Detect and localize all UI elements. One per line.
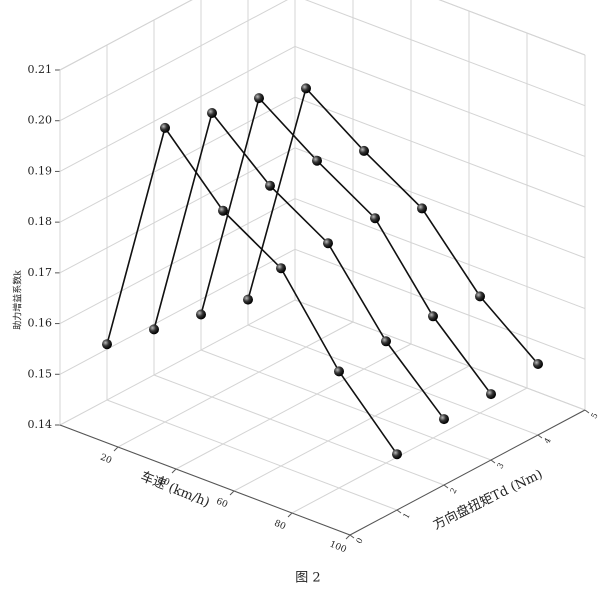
caption: 图 2 [295,571,320,586]
point [218,205,228,216]
tick-mark [584,409,590,414]
grid-line [294,248,586,360]
point [301,83,311,94]
point [428,311,438,322]
series-line [153,111,445,420]
tick-mark [171,468,177,474]
z-axis-label: 助力增益系数k [12,270,24,330]
point [417,203,427,214]
grid-line [153,374,445,486]
z-tick-label: 0.14 [28,418,53,431]
z-tick-label: 0.16 [28,317,53,330]
series-line [106,125,398,455]
point [160,122,170,133]
point [196,309,206,320]
point [359,145,369,156]
point [533,359,543,369]
tick-mark [537,434,543,439]
y-tick-label: 0 [354,536,364,545]
grid-line [438,0,586,56]
z-tick-label: 0.18 [28,215,53,228]
tick-mark [229,490,235,496]
grid-line [294,45,586,157]
x-tick-label: 80 [273,519,288,533]
point [475,291,485,302]
series-line [247,86,539,365]
grid-line [59,96,296,223]
grid-line [304,0,586,107]
point [392,449,402,460]
grid-line [59,198,296,325]
axis-line [349,409,586,536]
x-axis-label: 车速 (km/h) [138,468,212,510]
grid-line [59,248,296,375]
y-tick-label: 3 [495,461,505,470]
z-tick-label: 0.21 [28,63,53,76]
grid-line [294,198,586,310]
point [265,180,275,191]
tick-mark [345,534,351,540]
axis-line [438,0,586,56]
point [312,155,322,166]
grid-line [106,399,398,511]
y-axis-label: 方向盘扭矩Td (Nm) [430,466,545,533]
point [149,324,159,335]
point [370,213,380,224]
grid [55,0,590,540]
z-tick-label: 0.20 [28,114,53,127]
grid-line [59,45,296,172]
tick-mark [490,459,496,464]
grid-line [200,349,492,461]
tick-mark [287,512,293,518]
grid-line [233,365,470,492]
y-tick-label: 2 [448,486,458,495]
z-tick-label: 0.19 [28,164,53,177]
grid-line [247,324,539,436]
grid-line [117,321,354,448]
point [486,389,496,400]
grid-line [59,0,289,122]
y-tick-label: 5 [589,411,599,420]
x-tick-label: 40 [157,475,172,489]
axis-line [59,0,193,71]
y-tick-label: 4 [542,436,552,445]
z-tick-label: 0.15 [28,367,53,380]
tick-mark [349,534,355,539]
grid-line [291,387,528,514]
grid-line [294,147,586,259]
point [381,336,391,347]
point [254,93,264,104]
tick-mark [443,484,449,489]
x-tick-label: 100 [328,540,348,556]
axis-line [59,424,351,536]
point [323,238,333,249]
x-tick-label: 20 [99,453,114,467]
point [439,414,449,425]
grid-line [59,299,296,426]
series-line [200,96,492,395]
tick-mark [113,446,119,452]
z-tick-label: 0.17 [28,266,53,279]
tick-mark [396,509,402,514]
grid-line [294,299,586,411]
point [276,263,286,274]
grid-line [175,343,412,470]
grid-line [294,96,586,208]
y-tick-label: 1 [401,511,411,520]
point [243,294,253,305]
point [102,339,112,350]
point [207,108,217,118]
grid-line [59,0,193,71]
point [334,366,344,377]
x-tick-label: 60 [215,497,230,511]
